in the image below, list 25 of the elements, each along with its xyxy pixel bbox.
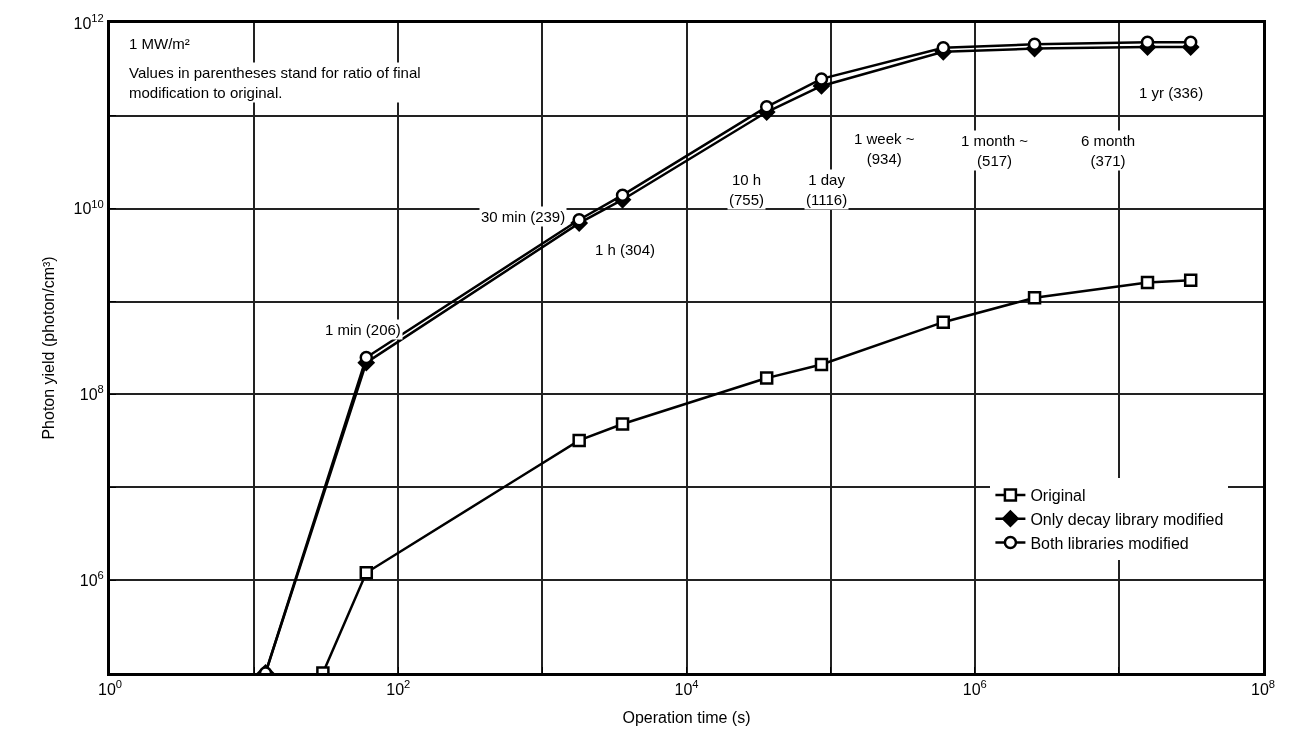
legend-label: Both libraries modified (1030, 534, 1189, 552)
y-tick-label: 10$^{8}$ (79, 383, 104, 404)
x-axis-title: Operation time (s) (622, 708, 751, 726)
annotation: 10 h (755) (729, 171, 765, 208)
y-tick-label: 10$^{12}$ (73, 11, 104, 32)
y-axis-title: Photon yield (photon/cm³) (40, 256, 58, 440)
annotation: 1 min (206) (325, 321, 401, 338)
annotation: 1 MW/m² (129, 35, 190, 52)
x-tick-label: 10$^{0}$ (97, 678, 123, 699)
y-tick-label: 10$^{10}$ (73, 197, 104, 218)
x-tick-label: 10$^{8}$ (1250, 678, 1276, 699)
x-tick-label: 10$^{2}$ (386, 678, 411, 699)
y-tick-label: 10$^{6}$ (79, 569, 104, 589)
x-tick-label: 10$^{6}$ (962, 678, 987, 699)
annotation: 1 yr (336) (1139, 84, 1204, 101)
annotation: 30 min (239) (481, 208, 566, 225)
annotation: 6 month (371) (1081, 132, 1136, 169)
legend-label: Original (1030, 487, 1086, 505)
legend-label: Only decay library modified (1030, 510, 1224, 528)
annotation: 1 day (1116) (806, 171, 848, 208)
x-tick-label: 10$^{4}$ (674, 678, 699, 699)
annotation: 1 h (304) (595, 241, 656, 258)
annotation: Values in parentheses stand for ratio of final modification to original. (129, 64, 421, 101)
annotation: 1 week ~ (934) (854, 130, 915, 167)
annotation: 1 month ~ (517) (961, 132, 1029, 169)
